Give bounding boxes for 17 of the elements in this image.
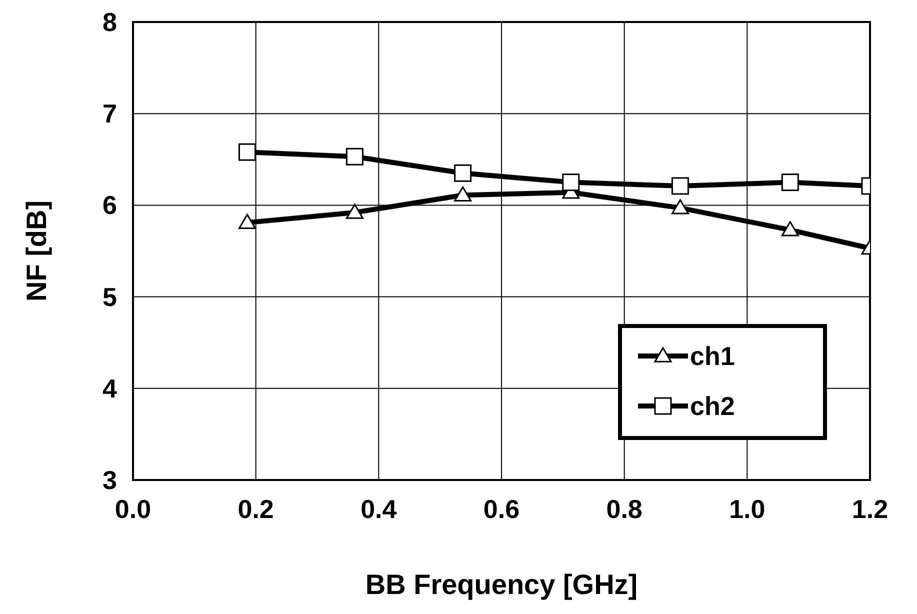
x-tick-label: 0.6	[483, 494, 520, 524]
x-tick-label: 0.2	[238, 494, 274, 524]
x-tick-label: 1.0	[729, 494, 766, 524]
y-tick-label: 7	[102, 98, 117, 129]
y-tick-label: 6	[102, 190, 117, 220]
y-tick-label: 5	[102, 282, 117, 312]
y-tick-label: 8	[102, 7, 117, 37]
x-tick-label: 1.2	[852, 494, 888, 524]
legend-label: ch2	[690, 391, 735, 421]
x-tick-label: 0.8	[606, 494, 642, 524]
y-tick-label: 4	[102, 373, 118, 404]
y-tick-label: 3	[102, 465, 117, 495]
x-tick-label: 0.4	[360, 494, 398, 524]
x-tick-label: 0.0	[114, 494, 152, 524]
y-axis-title: NF [dB]	[21, 200, 52, 302]
legend-label: ch1	[690, 341, 735, 371]
x-axis-title: BB Frequency [GHz]	[365, 569, 638, 600]
